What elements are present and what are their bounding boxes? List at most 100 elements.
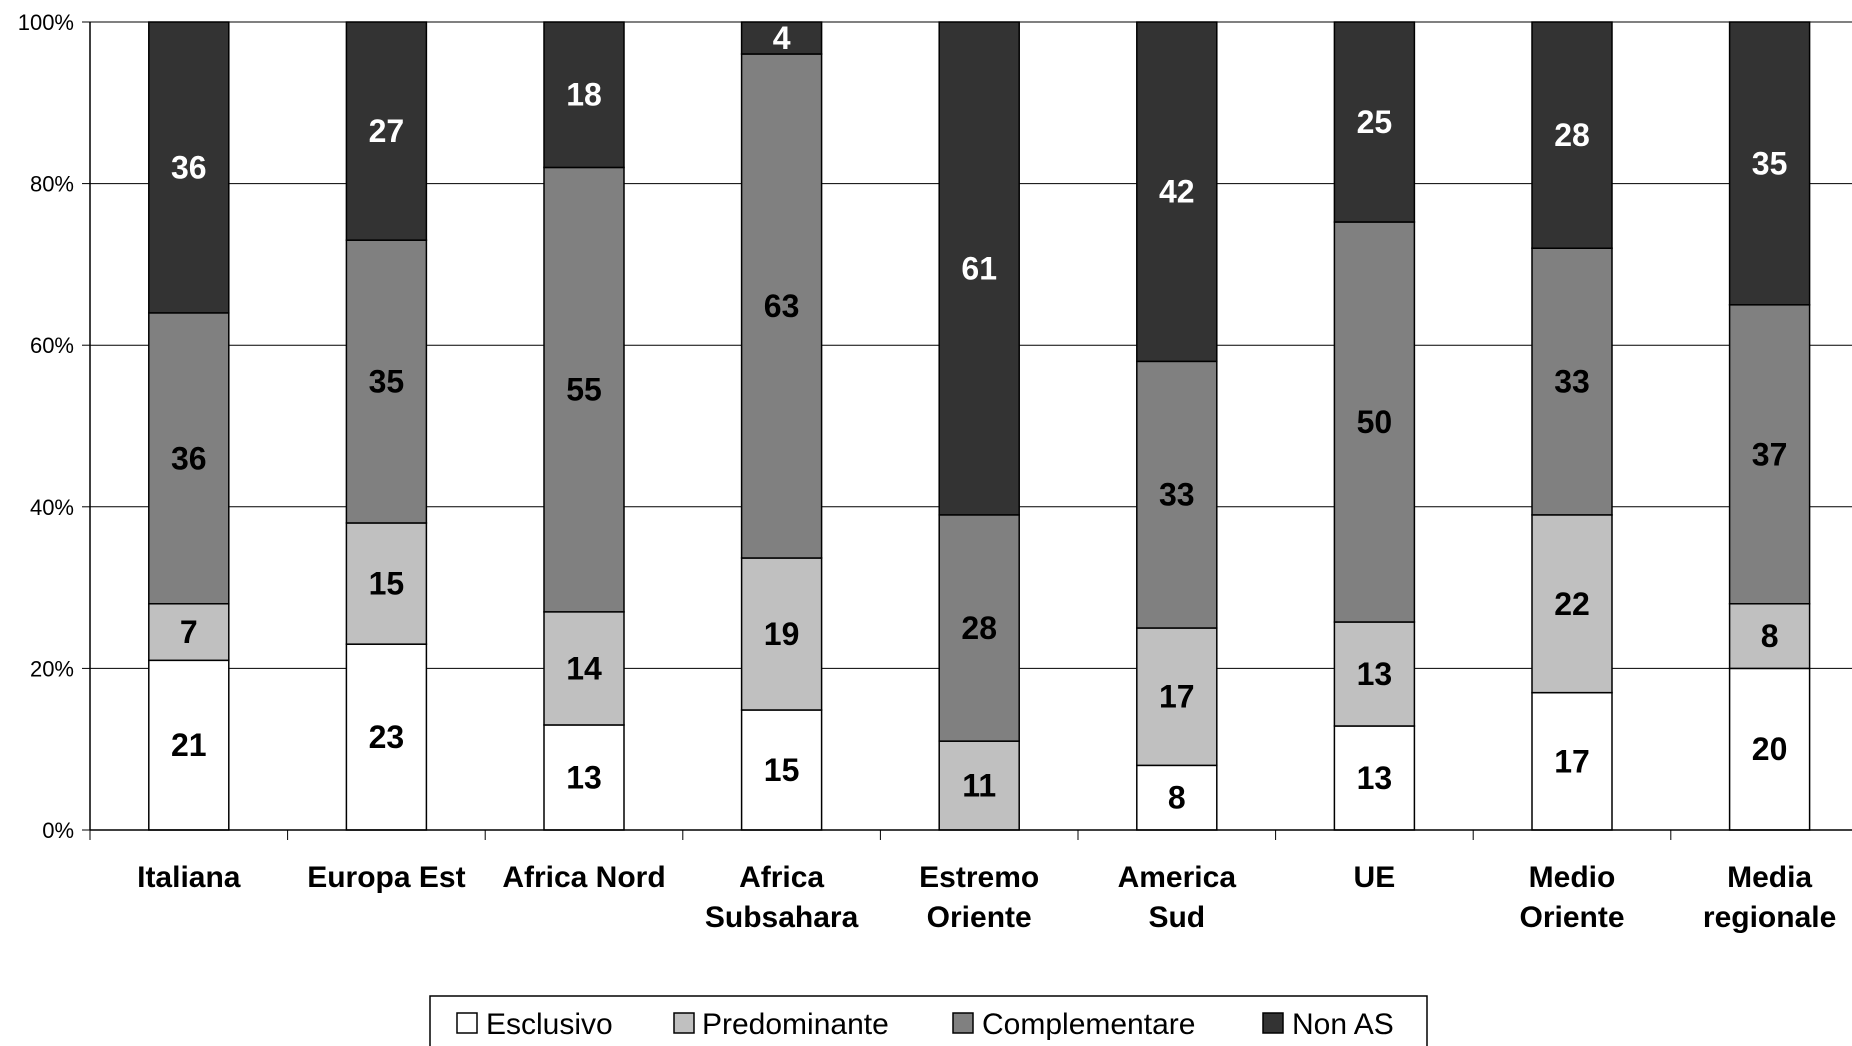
bar-segment [1728, 304, 1811, 605]
data-label: 33 [1159, 477, 1195, 513]
bar-segment [938, 740, 1020, 831]
bar-segment [1728, 603, 1811, 670]
x-tick-label: Italiana [137, 861, 241, 894]
bar-segment [1136, 627, 1218, 767]
data-label: 35 [369, 364, 405, 400]
data-label: 20 [1752, 731, 1788, 767]
data-label: 13 [566, 759, 602, 795]
bar-segment [543, 166, 625, 613]
data-label: 50 [1357, 404, 1393, 440]
data-label: 13 [1357, 656, 1393, 692]
bar-segment [543, 611, 625, 726]
data-label: 17 [1554, 743, 1590, 779]
bar-segment [1136, 360, 1218, 629]
bar-segment [1728, 21, 1811, 306]
legend: Esclusivo Predominante Complementare Non AS [429, 995, 1428, 1046]
data-label: 18 [566, 77, 602, 113]
x-tick-label: Africa [739, 861, 824, 894]
x-tick-label: Africa Nord [502, 861, 665, 894]
bar-segment [543, 724, 625, 831]
data-label: 4 [773, 20, 791, 56]
legend-box [429, 995, 1428, 1046]
data-label: 8 [1168, 780, 1186, 816]
legend-swatch [673, 1012, 695, 1034]
x-tick-label: America [1118, 861, 1237, 894]
bar-segment [1136, 21, 1218, 363]
data-label: 42 [1159, 174, 1195, 210]
data-label: 25 [1357, 104, 1393, 140]
data-labels: 21 7 36 36 23 15 35 27 13 14 55 18 15 19 63 4 11 28 61 8 17 3… [171, 20, 1787, 816]
bar-segment [148, 21, 230, 314]
data-label: 19 [764, 616, 800, 652]
legend-swatch [456, 1012, 478, 1034]
data-label: 35 [1752, 145, 1788, 181]
axes: 0% 20% 40% 60% 80% 100% Italiana Europa Est Afri… [18, 10, 1852, 934]
data-label: 36 [171, 440, 207, 476]
data-label: 23 [369, 719, 405, 755]
legend-swatch [1262, 1012, 1284, 1034]
y-tick-label: 40% [30, 495, 74, 520]
data-label: 27 [369, 113, 405, 149]
bar-segment [1136, 764, 1218, 831]
data-label: 7 [180, 614, 198, 650]
data-label: 8 [1761, 618, 1779, 654]
legend-label: Non AS [1292, 1008, 1394, 1041]
bar-segment [938, 21, 1020, 516]
x-tick-label: regionale [1703, 901, 1836, 934]
y-tick-label: 60% [30, 333, 74, 358]
bar-segment [1531, 514, 1613, 694]
bar-segment [345, 239, 428, 524]
data-label: 21 [171, 727, 207, 763]
data-label: 14 [566, 650, 602, 686]
y-tick-label: 20% [30, 656, 74, 681]
y-tick-label: 100% [18, 10, 74, 35]
x-tick-label: Europa Est [307, 861, 465, 894]
bar-segment [1333, 21, 1416, 223]
bar-segment [938, 514, 1020, 742]
bar-segment [1333, 725, 1416, 831]
legend-swatch [952, 1012, 974, 1034]
data-label: 22 [1554, 586, 1590, 622]
data-label: 15 [764, 752, 800, 788]
bar-segment [148, 659, 230, 831]
data-label: 36 [171, 149, 207, 185]
bar-segment [543, 21, 625, 169]
data-label: 17 [1159, 679, 1195, 715]
x-tick-label: Oriente [927, 901, 1032, 934]
x-tick-label: Oriente [1519, 901, 1624, 934]
data-label: 61 [961, 250, 997, 286]
data-label: 13 [1357, 760, 1393, 796]
bar-segment [1531, 247, 1613, 516]
bar-segment [1531, 691, 1613, 831]
legend-label: Predominante [702, 1008, 889, 1041]
bar-segment [345, 21, 428, 241]
data-label: 28 [1554, 117, 1590, 153]
data-label: 63 [764, 288, 800, 324]
data-label: 55 [566, 372, 602, 408]
y-tick-label: 0% [42, 818, 74, 843]
bar-segment [740, 21, 823, 55]
data-label: 33 [1554, 364, 1590, 400]
x-tick-label: Sud [1148, 901, 1205, 934]
x-tick-label: Subsahara [705, 901, 859, 934]
data-label: 11 [962, 768, 996, 804]
data-label: 28 [961, 610, 997, 646]
bars [148, 21, 1811, 831]
y-tick-label: 80% [30, 172, 74, 197]
bar-segment [1333, 221, 1416, 623]
bar-segment [1531, 21, 1613, 249]
x-tick-label: UE [1354, 861, 1396, 894]
legend-label: Complementare [982, 1008, 1195, 1041]
bar-segment [1333, 621, 1416, 727]
data-label: 37 [1752, 436, 1788, 472]
data-label: 15 [369, 566, 405, 602]
x-tick-label: Medio [1529, 861, 1616, 894]
bar-segment [740, 53, 823, 559]
legend-label: Esclusivo [486, 1008, 613, 1041]
x-tick-label: Media [1727, 861, 1812, 894]
x-tick-label: Estremo [919, 861, 1039, 894]
bar-segment [740, 557, 823, 711]
bar-segment [740, 709, 823, 831]
bar-segment [148, 603, 230, 662]
